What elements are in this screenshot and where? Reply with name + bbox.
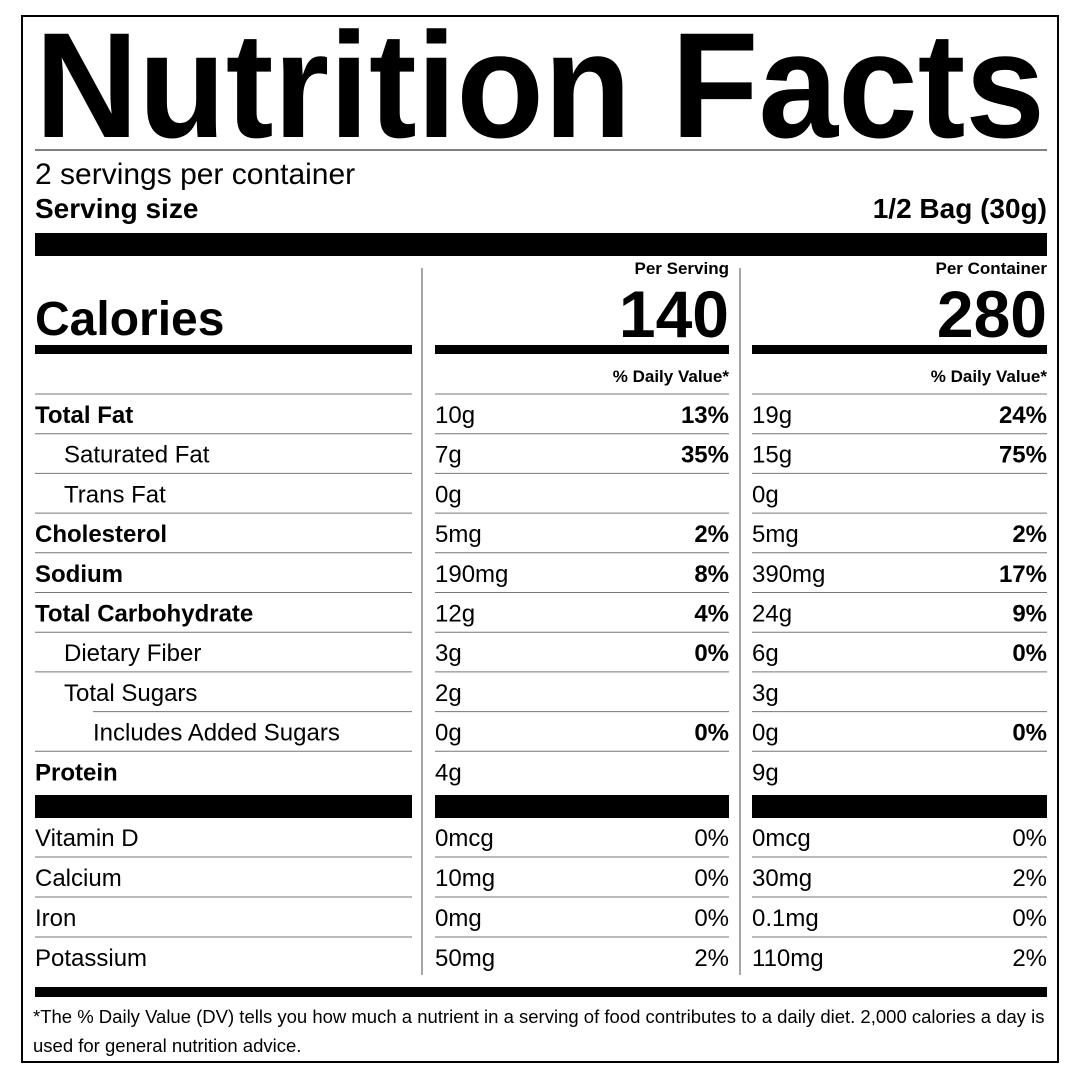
serving-size: 1/2 Bag (30g) <box>873 193 1047 224</box>
amount: 0mcg <box>752 825 811 852</box>
nutrient-name: Total Fat <box>35 402 133 429</box>
amount: 0g <box>435 720 462 747</box>
daily-value: 0% <box>694 640 729 667</box>
nutrient-name: Total Carbohydrate <box>35 601 253 628</box>
amount: 0mg <box>435 905 482 932</box>
daily-value: 0% <box>694 825 729 852</box>
daily-value: 2% <box>694 521 729 548</box>
serving-size-label: Serving size <box>35 193 198 224</box>
daily-value: 2% <box>1012 865 1047 892</box>
servings: 2 servings per container <box>35 158 355 191</box>
daily-value: 0% <box>694 720 729 747</box>
daily-value: 2% <box>1012 945 1047 972</box>
dv-header: % Daily Value* <box>931 367 1048 386</box>
daily-value: 2% <box>1012 521 1047 548</box>
medium-bar <box>35 987 1047 997</box>
title: Nutrition Facts <box>35 1 1045 169</box>
column-header: Per Container <box>936 259 1048 278</box>
amount: 2g <box>435 680 462 707</box>
nutrient-name: Trans Fat <box>64 481 166 508</box>
nutrient-name: Potassium <box>35 945 147 972</box>
daily-value: 8% <box>694 561 729 588</box>
amount: 15g <box>752 442 792 469</box>
amount: 110mg <box>752 945 824 972</box>
daily-value: 0% <box>1012 720 1047 747</box>
daily-value: 9% <box>1012 601 1047 628</box>
thick-bar <box>35 233 1047 256</box>
nutrient-name: Calcium <box>35 865 122 892</box>
thick-bar <box>35 795 412 818</box>
amount: 0.1mg <box>752 905 819 932</box>
amount: 10g <box>435 402 475 429</box>
calories-label: Calories <box>35 293 224 346</box>
nutrient-name: Includes Added Sugars <box>93 720 340 747</box>
daily-value: 75% <box>999 442 1047 469</box>
nutrient-name: Total Sugars <box>64 680 197 707</box>
dv-header: % Daily Value* <box>613 367 730 386</box>
amount: 7g <box>435 442 462 469</box>
daily-value: 35% <box>681 442 729 469</box>
amount: 0mcg <box>435 825 494 852</box>
amount: 4g <box>435 759 462 786</box>
amount: 3g <box>752 680 779 707</box>
calories-value: 280 <box>937 277 1047 351</box>
nutrient-name: Dietary Fiber <box>64 640 201 667</box>
footnote-box: *The % Daily Value (DV) tells you how mu… <box>33 1006 1045 1056</box>
thick-bar <box>435 795 729 818</box>
amount: 190mg <box>435 561 508 588</box>
amount: 0g <box>752 481 779 508</box>
thick-bar <box>752 795 1047 818</box>
amount: 50mg <box>435 945 495 972</box>
amount: 12g <box>435 601 475 628</box>
amount: 19g <box>752 402 792 429</box>
daily-value: 0% <box>1012 905 1047 932</box>
border <box>21 15 1059 1063</box>
medium-bar <box>752 345 1047 354</box>
calories-value: 140 <box>619 277 729 351</box>
amount: 6g <box>752 640 779 667</box>
medium-bar <box>435 345 729 354</box>
amount: 5mg <box>752 521 799 548</box>
amount: 0g <box>752 720 779 747</box>
medium-bar <box>35 345 412 354</box>
daily-value: 24% <box>999 402 1047 429</box>
amount: 0g <box>435 481 462 508</box>
daily-value: 0% <box>1012 825 1047 852</box>
amount: 10mg <box>435 865 495 892</box>
amount: 24g <box>752 601 792 628</box>
nutrient-name: Cholesterol <box>35 521 167 548</box>
nutrient-name: Saturated Fat <box>64 442 210 469</box>
nutrient-name: Sodium <box>35 561 123 588</box>
amount: 390mg <box>752 561 825 588</box>
nutrient-name: Vitamin D <box>35 825 139 852</box>
daily-value: 0% <box>694 905 729 932</box>
daily-value: 4% <box>694 601 729 628</box>
footnote: *The % Daily Value (DV) tells you how mu… <box>33 1006 1045 1056</box>
daily-value: 2% <box>694 945 729 972</box>
nutrient-name: Protein <box>35 759 118 786</box>
amount: 9g <box>752 759 779 786</box>
daily-value: 0% <box>1012 640 1047 667</box>
daily-value: 0% <box>694 865 729 892</box>
column-header: Per Serving <box>635 259 730 278</box>
daily-value: 17% <box>999 561 1047 588</box>
amount: 5mg <box>435 521 482 548</box>
amount: 3g <box>435 640 462 667</box>
daily-value: 13% <box>681 402 729 429</box>
amount: 30mg <box>752 865 812 892</box>
nutrient-name: Iron <box>35 905 76 932</box>
